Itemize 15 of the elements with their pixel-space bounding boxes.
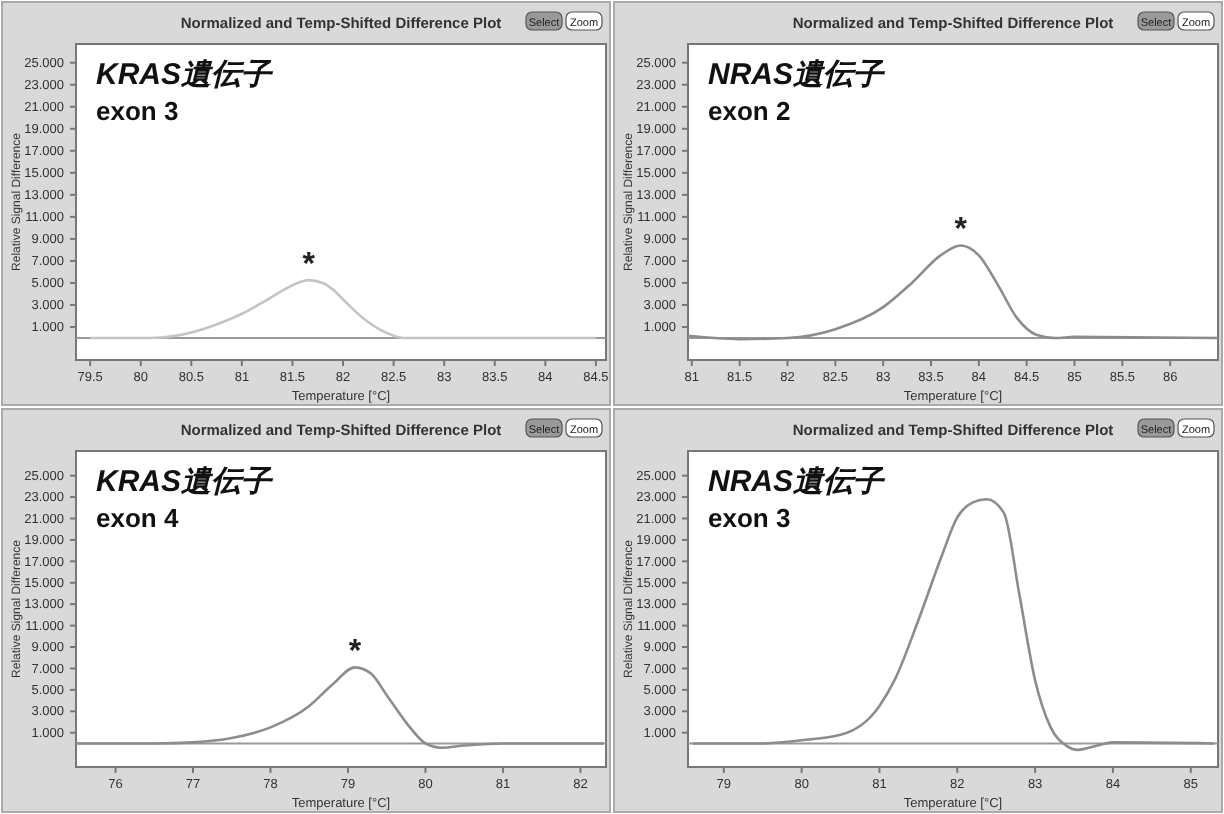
annotation: *: [302, 248, 317, 283]
line-series: [686, 244, 1220, 341]
annotation: *: [348, 635, 363, 670]
line-series: [691, 497, 1216, 752]
line-series: [75, 666, 605, 750]
annotation: exon 4: [96, 503, 180, 533]
annotation: exon 3: [96, 96, 179, 126]
annotation: KRAS遺伝子: [96, 465, 275, 499]
line-series: [88, 278, 598, 340]
annotation: exon 3: [708, 503, 791, 533]
annotation: NRAS遺伝子: [708, 465, 887, 499]
annotation: NRAS遺伝子: [708, 58, 887, 92]
annotation: KRAS遺伝子: [96, 58, 275, 92]
annotation: *: [954, 213, 969, 248]
annotation: exon 2: [708, 96, 791, 126]
